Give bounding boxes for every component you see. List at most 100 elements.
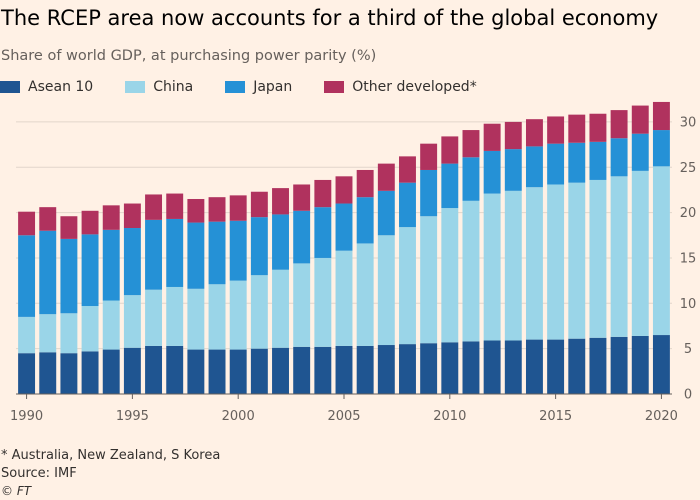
x-tick-label: 2020 [645, 409, 678, 424]
bar-segment-japan [441, 163, 459, 209]
legend-label-other: Other developed* [352, 79, 477, 95]
bar-segment-other [145, 194, 163, 220]
legend-item-china: China [125, 79, 193, 95]
bar-segment-japan [39, 230, 57, 315]
bar-segment-china [335, 250, 353, 346]
bar-segment-japan [335, 203, 353, 251]
bar-segment-china [18, 316, 36, 354]
bar-segment-china [420, 216, 438, 344]
bar-segment-other [610, 110, 628, 139]
chart-subtitle: Share of world GDP, at purchasing power … [1, 48, 377, 64]
bar-segment-china [145, 289, 163, 346]
legend-swatch-asean [0, 81, 20, 93]
bar-segment-asean [39, 352, 57, 394]
bar-segment-japan [208, 221, 226, 285]
bar-segment-japan [18, 235, 36, 317]
bar-segment-china [399, 227, 416, 345]
bar-segment-japan [187, 222, 205, 289]
bar-segment-asean [335, 345, 353, 394]
bar-segment-china [166, 286, 184, 346]
bar-segment-japan [525, 146, 543, 188]
bar-segment-asean [314, 346, 332, 394]
bar-segment-china [441, 208, 459, 343]
bar-segment-other [250, 191, 268, 218]
bar-segment-other [589, 113, 607, 142]
legend-item-japan: Japan [225, 79, 292, 95]
bar-segment-china [272, 269, 289, 348]
ft-credit: © FT [1, 484, 32, 498]
bar-segment-other [652, 101, 670, 131]
bar-segment-other [187, 198, 205, 223]
bar-segment-asean [420, 343, 438, 394]
bar-segment-japan [631, 133, 649, 171]
bar-segment-asean [441, 342, 459, 394]
bar-segment-other [377, 163, 395, 191]
bar-segment-asean [18, 353, 36, 394]
bar-segment-japan [272, 214, 289, 270]
source-note: Source: IMF [1, 466, 77, 481]
bar-segment-other [547, 116, 565, 144]
bar-segment-japan [652, 130, 670, 167]
bar-segment-other [631, 105, 649, 134]
legend-swatch-other [324, 81, 345, 93]
legend-label-asean: Asean 10 [28, 79, 94, 95]
bar-segment-china [462, 200, 480, 342]
bar-segment-china [568, 182, 586, 339]
bar-segment-asean [568, 338, 586, 394]
bar-segment-other [60, 216, 78, 239]
bar-segment-other [483, 123, 501, 151]
bar-segment-japan [547, 143, 565, 185]
bars [18, 101, 670, 394]
y-tick-label: 20 [680, 206, 697, 221]
bar-segment-asean [547, 339, 565, 394]
bar-segment-other [18, 211, 36, 236]
y-tick-label: 25 [680, 161, 697, 176]
bar-segment-china [229, 280, 247, 350]
bar-segment-asean [483, 340, 501, 394]
bar-segment-china [314, 257, 332, 347]
y-tick-label: 5 [684, 342, 692, 357]
x-tick-label: 2010 [433, 409, 466, 424]
bar-segment-asean [610, 336, 628, 394]
bar-segment-other [420, 143, 438, 170]
bar-segment-china [123, 295, 141, 348]
x-tick-label: 1995 [116, 409, 149, 424]
bar-segment-china [60, 313, 78, 354]
bar-segment-china [547, 184, 565, 340]
bar-segment-other [166, 193, 184, 219]
bar-segment-japan [377, 190, 395, 236]
bar-segment-asean [250, 348, 268, 394]
bar-segment-asean [166, 345, 184, 394]
y-tick-label: 10 [680, 297, 697, 312]
bar-segment-china [652, 166, 670, 336]
bar-segment-china [504, 190, 522, 341]
bar-segment-china [250, 275, 268, 349]
legend-label-japan: Japan [253, 79, 293, 95]
y-tick-label: 15 [680, 251, 697, 266]
bar-segment-other [504, 121, 522, 150]
legend-swatch-japan [225, 81, 246, 93]
bar-segment-asean [272, 347, 289, 394]
bar-segment-other [462, 130, 480, 158]
bar-segment-asean [377, 345, 395, 394]
bar-segment-asean [187, 349, 205, 394]
bar-segment-asean [229, 349, 247, 394]
legend-swatch-china [125, 81, 146, 93]
bar-segment-other [441, 136, 459, 164]
x-tick-label: 2005 [327, 409, 360, 424]
bar-segment-japan [250, 217, 268, 276]
bar-segment-asean [504, 340, 522, 394]
bar-segment-china [589, 179, 607, 338]
y-tick-label: 30 [680, 115, 697, 130]
bar-segment-japan [81, 234, 99, 307]
bar-segment-other [272, 188, 289, 215]
bar-segment-japan [483, 150, 501, 194]
bar-segment-china [208, 284, 226, 350]
legend-item-other: Other developed* [324, 79, 477, 95]
legend-item-asean: Asean 10 [0, 79, 93, 95]
bar-segment-other [335, 176, 353, 204]
bar-segment-other [525, 119, 543, 147]
bar-segment-other [208, 197, 226, 222]
bar-segment-asean [145, 345, 163, 394]
